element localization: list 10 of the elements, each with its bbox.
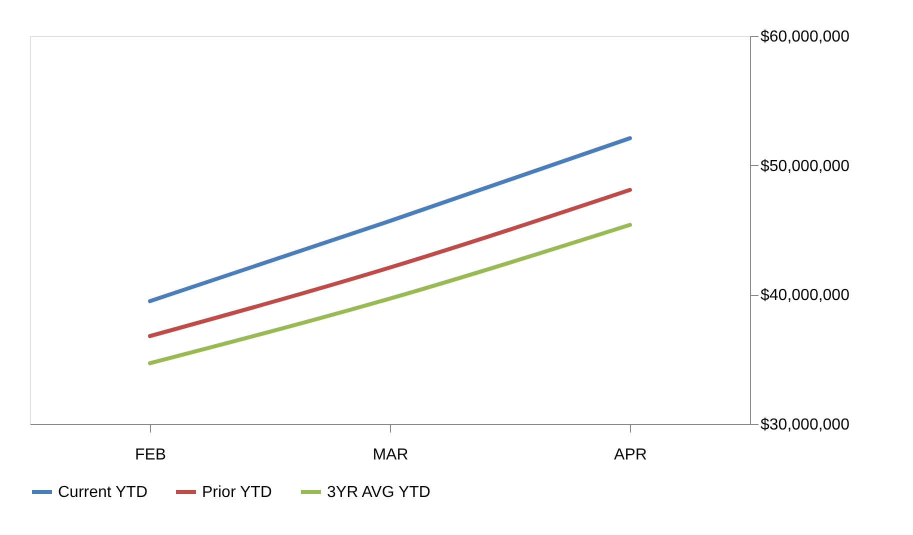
x-tick-label: FEB — [134, 446, 166, 464]
y-tick-label: $40,000,000 — [760, 287, 850, 304]
legend-label: 3YR AVG YTD — [327, 484, 430, 501]
x-tick-label: MAR — [372, 446, 408, 464]
legend-label: Current YTD — [58, 484, 148, 501]
y-tick-label: $30,000,000 — [760, 416, 850, 434]
y-tick-label: $60,000,000 — [760, 28, 850, 46]
y-tick-label: $50,000,000 — [760, 158, 850, 175]
legend-label: Prior YTD — [202, 484, 272, 501]
x-tick-label: APR — [614, 446, 647, 464]
